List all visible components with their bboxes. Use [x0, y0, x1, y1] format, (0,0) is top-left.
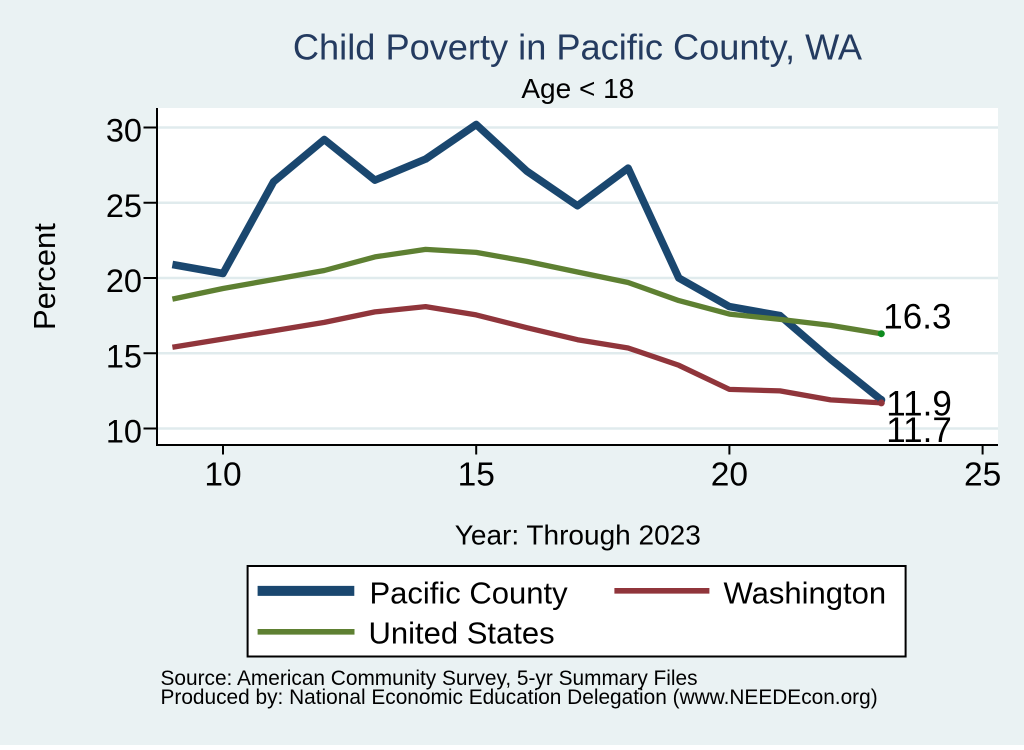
svg-text:25: 25: [964, 457, 1001, 494]
svg-text:Child Poverty in Pacific Count: Child Poverty in Pacific County, WA: [293, 27, 863, 68]
svg-text:Produced by: National Economic: Produced by: National Economic Education…: [161, 686, 878, 709]
svg-text:Year: Through 2023: Year: Through 2023: [455, 520, 701, 551]
svg-text:30: 30: [106, 113, 142, 149]
svg-text:Pacific County: Pacific County: [370, 576, 569, 611]
svg-text:11.7: 11.7: [886, 411, 952, 450]
svg-text:11.9: 11.9: [886, 384, 952, 423]
svg-text:15: 15: [106, 338, 142, 374]
svg-text:25: 25: [106, 188, 142, 224]
svg-text:20: 20: [106, 263, 142, 299]
svg-text:16.3: 16.3: [883, 298, 951, 337]
svg-text:10: 10: [106, 414, 142, 450]
svg-text:10: 10: [204, 457, 241, 494]
svg-text:20: 20: [711, 457, 748, 494]
svg-text:Source: American Community Sur: Source: American Community Survey, 5-yr …: [161, 667, 698, 690]
svg-text:Age < 18: Age < 18: [521, 73, 634, 104]
svg-text:15: 15: [458, 457, 495, 494]
svg-text:Percent: Percent: [27, 223, 62, 330]
svg-text:Washington: Washington: [724, 576, 887, 611]
svg-text:United States: United States: [369, 615, 555, 650]
